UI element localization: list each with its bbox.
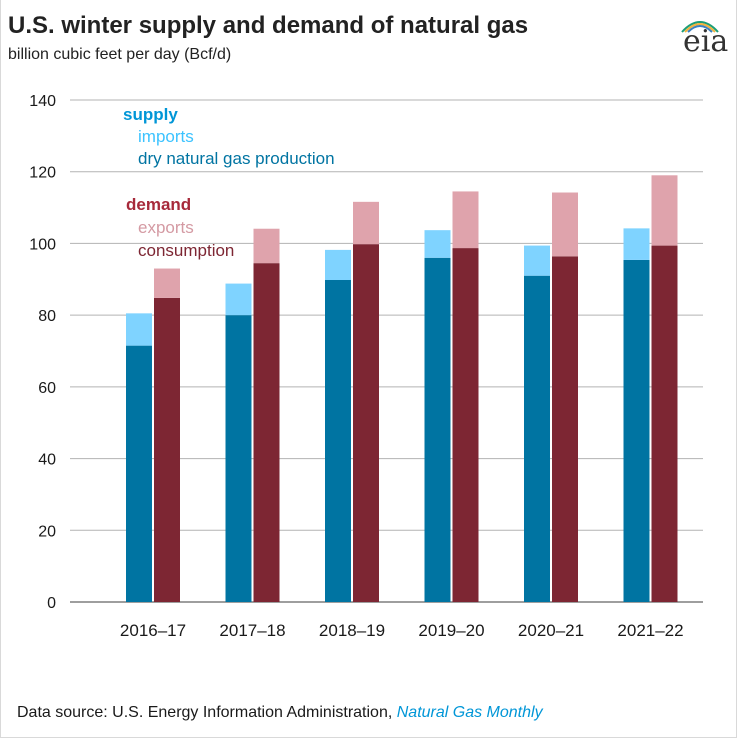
legend-consumption: consumption [138,241,234,260]
bar-imports [424,230,451,258]
x-tick-label: 2021–22 [617,621,683,640]
bar-production [424,257,451,602]
bar-exports [552,192,578,257]
y-tick-label: 60 [38,380,56,397]
bar-production [126,345,152,602]
bar-exports [353,201,379,245]
y-tick-label: 80 [38,308,56,325]
eia-logo-text: eia [683,24,729,59]
bar-imports [126,313,152,346]
bar-imports [225,283,252,316]
bar-consumption [651,245,678,602]
bar-exports [651,175,678,246]
data-source-link[interactable]: Natural Gas Monthly [396,704,543,721]
legend-production: dry natural gas production [138,149,335,168]
y-tick-label: 120 [29,165,56,182]
chart-title: U.S. winter supply and demand of natural… [8,12,529,39]
y-tick-label: 40 [38,452,56,469]
bar-exports [154,268,180,298]
x-tick-label: 2017–18 [219,621,285,640]
chart-subtitle: billion cubic feet per day (Bcf/d) [8,46,232,63]
x-tick-label: 2018–19 [319,621,385,640]
bar-chart: 0 20 40 60 80 100 120 140 2016–17 2017–18 2018–19 2… [29,93,703,640]
y-tick-label: 100 [29,236,56,253]
bar-production [325,280,351,602]
legend-supply: supply [123,105,178,124]
bar-exports [452,191,479,249]
bar-production [225,315,252,602]
bar-imports [524,245,550,276]
y-tick-label: 140 [29,93,56,110]
bar-consumption [154,297,180,602]
eia-logo-icon [681,21,719,33]
y-tick-label: 0 [47,595,56,612]
bar-production [623,259,650,602]
bar-consumption [552,256,578,602]
bar-consumption [253,263,280,602]
legend-exports: exports [138,218,194,237]
legend-demand: demand [126,195,191,214]
bar-imports [623,228,650,260]
data-source-prefix: Data source: U.S. Energy Information Adm… [17,704,393,721]
y-tick-label: 20 [38,523,56,540]
x-tick-label: 2019–20 [418,621,484,640]
x-tick-label: 2020–21 [518,621,584,640]
bar-consumption [353,244,379,602]
x-tick-label: 2016–17 [120,621,186,640]
bar-exports [253,228,280,264]
bar-production [524,275,550,602]
legend-imports: imports [138,127,194,146]
bar-imports [325,249,351,281]
data-source-note: Data source: U.S. Energy Information Adm… [17,704,543,722]
bar-consumption [452,248,479,602]
